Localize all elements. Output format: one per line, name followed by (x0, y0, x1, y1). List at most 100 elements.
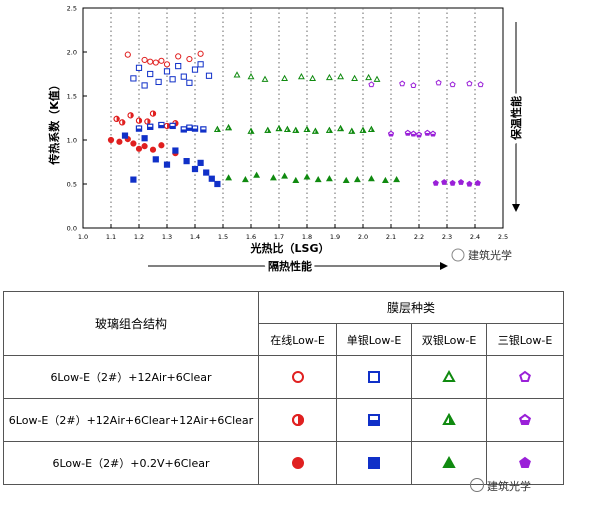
x-arrow (148, 262, 448, 270)
data-point (466, 180, 473, 187)
data-point (175, 53, 182, 60)
y-tick-label: 1.5 (67, 93, 77, 101)
data-point (337, 73, 345, 80)
data-point (191, 165, 199, 173)
grid-lines (110, 8, 476, 228)
symbol-icon (336, 397, 412, 442)
data-point (158, 142, 165, 149)
data-point (247, 73, 255, 80)
data-point (404, 129, 411, 136)
data-point (152, 59, 159, 66)
legend-marker (368, 370, 380, 383)
y-tick-label: 2.0 (67, 49, 77, 57)
data-point (292, 176, 300, 184)
watermark-chart: 建筑光学 (451, 248, 512, 262)
data-point (261, 75, 269, 82)
legend-marker-shape (519, 456, 531, 468)
data-point (135, 125, 143, 132)
x-tick-label: 1.5 (218, 233, 228, 241)
data-point (200, 126, 207, 133)
data-point (368, 81, 375, 88)
legend-marker (291, 413, 304, 426)
legend-marker (368, 413, 380, 426)
data-point (130, 75, 137, 82)
y-tick-label: 2.5 (67, 5, 77, 13)
data-point (314, 175, 322, 183)
x-tick-label: 2.3 (442, 233, 452, 241)
data-point (197, 50, 204, 57)
data-point (225, 124, 233, 131)
data-point (275, 124, 283, 132)
legend-marker-shape (519, 413, 531, 425)
data-point (337, 124, 345, 132)
legend-marker-shape (442, 412, 456, 425)
x-tick-label: 1.8 (302, 233, 312, 241)
data-point (399, 80, 406, 87)
data-point (281, 172, 289, 179)
data-point (169, 122, 176, 130)
data-point (367, 175, 375, 182)
symbol-icon (411, 355, 487, 399)
data-point (353, 175, 361, 183)
table-row: 6Low-E（2#）+12Air+6Clear+12Air+6Clear (3, 397, 565, 442)
data-point (155, 78, 162, 86)
y-tick-label: 1.0 (67, 137, 77, 145)
symbol-icon (411, 440, 487, 486)
data-point (197, 159, 204, 166)
y-arrow-label: 保温性能 (509, 96, 523, 141)
data-point (180, 73, 187, 80)
data-point (205, 72, 213, 79)
symbol-icon (258, 440, 337, 486)
legend-marker-shape (368, 413, 380, 426)
x-axis-title: 光热比（LSG） (250, 241, 330, 255)
data-point (152, 156, 159, 163)
symbol-icon (411, 397, 487, 442)
svg-text:建筑光学: 建筑光学 (468, 248, 512, 262)
symbol-icon (336, 440, 412, 486)
y-tick-label: 0.5 (67, 181, 77, 189)
data-point (135, 117, 143, 124)
data-point (292, 126, 300, 133)
data-point (247, 127, 255, 134)
data-point (449, 179, 456, 186)
data-point (141, 135, 148, 142)
data-point (311, 127, 319, 134)
data-point (141, 56, 148, 64)
data-point (435, 79, 442, 86)
y-arrow (512, 22, 520, 212)
legend-marker (519, 413, 531, 425)
plot-frame (82, 7, 504, 229)
data-point (449, 81, 456, 88)
legend-marker-shape (291, 413, 304, 426)
data-point (393, 175, 401, 183)
data-point (410, 82, 417, 89)
data-point (381, 176, 389, 184)
x-tick-label: 1.2 (134, 233, 144, 241)
x-tick-label: 1.0 (78, 233, 88, 241)
legend-marker-shape (291, 456, 304, 469)
data-point (158, 57, 165, 64)
legend-marker (368, 456, 380, 469)
x-tick-label: 1.1 (106, 233, 116, 241)
data-point (213, 125, 221, 133)
symbol-icon (485, 397, 565, 442)
data-point (365, 73, 373, 81)
data-point (281, 74, 289, 81)
legend-marker (519, 370, 531, 382)
header-coating-type: 膜层种类 (257, 290, 565, 325)
data-point (253, 171, 261, 178)
legend-marker (291, 456, 304, 469)
data-point (429, 130, 437, 137)
col-header-online: 在线Low-E (258, 323, 337, 357)
col-header-triple-silver: 三银Low-E (485, 323, 565, 357)
data-point (309, 74, 317, 81)
x-tick-label: 1.3 (162, 233, 172, 241)
symbol-icon (258, 355, 337, 399)
header-structure: 玻璃组合结构 (3, 290, 259, 357)
scatter-chart: 1.0 1.1 1.2 1.3 1.4 1.5 1.6 1.7 1.8 1.9 2.0 2.1 2.2 2… (47, 4, 523, 273)
data-point (113, 115, 120, 122)
x-tick-label: 1.6 (246, 233, 256, 241)
legend-marker-shape (291, 370, 304, 383)
table-row: 6Low-E（2#）+12Air+6Clear (3, 355, 565, 399)
data-point (149, 146, 157, 153)
